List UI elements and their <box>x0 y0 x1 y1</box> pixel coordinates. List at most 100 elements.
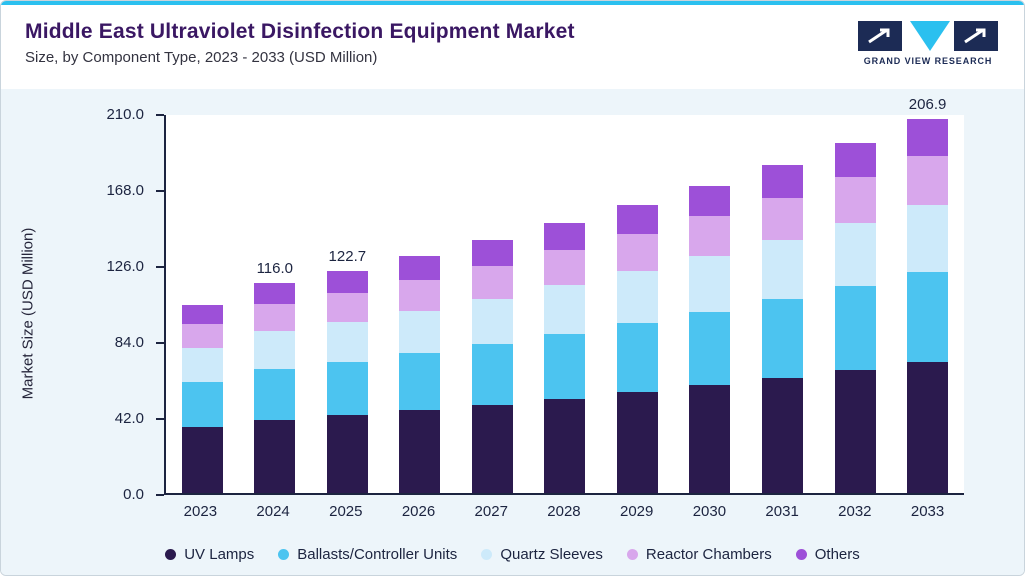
legend-item: Reactor Chambers <box>626 546 772 563</box>
bar-segment <box>689 216 731 257</box>
bar-segment <box>907 272 949 362</box>
bar-segment <box>181 323 223 349</box>
bar-segment <box>544 333 586 399</box>
x-tick-label: 2029 <box>619 503 654 520</box>
bar-segment <box>762 299 804 379</box>
bar-segment <box>181 304 223 324</box>
bar-segment <box>254 331 296 370</box>
y-tick-label: 42.0 <box>114 410 144 427</box>
bar-segment <box>399 279 441 311</box>
legend: UV Lamps Ballasts/Controller Units Quartz … <box>1 546 1024 563</box>
bar-segment <box>326 271 368 294</box>
x-tick-label: 2031 <box>765 503 799 520</box>
bar-segment <box>689 256 731 312</box>
bar-2031 <box>762 115 804 493</box>
x-tick-label: 2026 <box>401 503 436 520</box>
legend-item: Others <box>795 546 860 563</box>
bar-segment <box>689 385 731 493</box>
x-tick-label: 2032 <box>838 503 872 520</box>
bar-2026 <box>399 115 441 493</box>
bar-segment <box>762 197 804 241</box>
bar-2032 <box>834 115 876 493</box>
page-subtitle: Size, by Component Type, 2023 - 2033 (US… <box>25 49 378 66</box>
bar-total-label: 116.0 <box>256 260 294 278</box>
x-tick-label: 2027 <box>474 503 508 520</box>
bar-segment <box>399 410 441 493</box>
x-tick-label: 2024 <box>256 503 290 520</box>
x-tick-label: 2030 <box>692 503 727 520</box>
bar-segment <box>834 177 876 224</box>
bar-segment <box>471 343 513 405</box>
page-title: Middle East Ultraviolet Disinfection Equ… <box>25 20 575 43</box>
bar-segment <box>326 322 368 363</box>
bar-2029 <box>616 115 658 493</box>
bar-segment <box>399 256 441 280</box>
bar-2027 <box>471 115 513 493</box>
bar-segment <box>762 240 804 300</box>
legend-dot-icon <box>278 549 290 560</box>
legend-label: Reactor Chambers <box>645 546 772 563</box>
bar-segment <box>834 142 876 178</box>
bar-total-label: 122.7 <box>328 247 367 265</box>
bar-segment <box>616 392 658 493</box>
y-tick-mark <box>156 190 164 192</box>
legend-dot-icon <box>481 549 493 560</box>
bar-segment <box>326 362 368 416</box>
logo-mark-icon <box>858 21 998 51</box>
bar-segment <box>544 223 586 251</box>
bar-segment <box>907 118 949 157</box>
legend-label: UV Lamps <box>184 546 255 563</box>
bar-2023 <box>181 115 223 493</box>
bar-segment <box>544 250 586 286</box>
bar-2025: 122.7 <box>326 115 368 493</box>
bar-segment <box>907 362 949 493</box>
plot-area: 116.0 122.7 206.9 <box>164 96 964 495</box>
bar-segment <box>471 298 513 344</box>
logo-text: GRAND VIEW RESEARCH <box>863 56 993 66</box>
y-tick-label: 0.0 <box>123 486 144 503</box>
legend-item: Quartz Sleeves <box>481 546 603 563</box>
y-tick-label: 210.0 <box>106 106 144 123</box>
bar-segment <box>471 265 513 299</box>
legend-label: Others <box>814 546 860 563</box>
bar-segment <box>834 370 876 493</box>
bar-segment <box>834 223 876 287</box>
x-axis: 2023 2024 2025 2026 2027 2028 2029 2030 2031 2032… <box>164 503 964 520</box>
x-tick-label: 2028 <box>547 503 581 520</box>
bar-segment <box>616 233 658 272</box>
grand-view-research-logo: GRAND VIEW RESEARCH <box>858 20 998 66</box>
bar-segment <box>616 271 658 324</box>
bar-segment <box>762 164 804 198</box>
bar-segment <box>762 378 804 493</box>
bar-total-label: 206.9 <box>908 95 947 113</box>
bar-segment <box>616 204 658 234</box>
bar-segment <box>181 427 223 493</box>
legend-item: UV Lamps <box>165 546 254 563</box>
x-tick-label: 2033 <box>910 503 945 520</box>
y-axis: 0.0 42.0 84.0 126.0 168.0 210.0 <box>1 106 164 503</box>
legend-dot-icon <box>626 549 638 560</box>
legend-label: Ballasts/Controller Units <box>297 546 458 563</box>
legend-dot-icon <box>165 549 177 560</box>
bar-segment <box>689 311 731 386</box>
y-tick-label: 126.0 <box>106 258 144 275</box>
bar-segment <box>689 185 731 217</box>
legend-item: Ballasts/Controller Units <box>278 546 457 563</box>
x-tick-label: 2025 <box>329 503 363 520</box>
bar-segment <box>616 323 658 393</box>
y-tick-mark <box>156 494 164 496</box>
bar-segment <box>907 204 949 273</box>
bar-segment <box>834 286 876 371</box>
bar-2030 <box>689 115 731 493</box>
bar-segment <box>399 353 441 411</box>
chart: Market Size (USD Million) 0.0 42.0 84.0 126… <box>1 89 1024 575</box>
title-block: Middle East Ultraviolet Disinfection Equ… <box>25 20 575 66</box>
legend-label: Quartz Sleeves <box>500 546 603 563</box>
bar-segment <box>326 415 368 493</box>
y-tick-label: 84.0 <box>114 334 144 351</box>
bar-segment <box>326 293 368 323</box>
bar-2033: 206.9 <box>907 96 949 493</box>
bar-segment <box>254 304 296 332</box>
y-tick-mark <box>156 418 164 420</box>
